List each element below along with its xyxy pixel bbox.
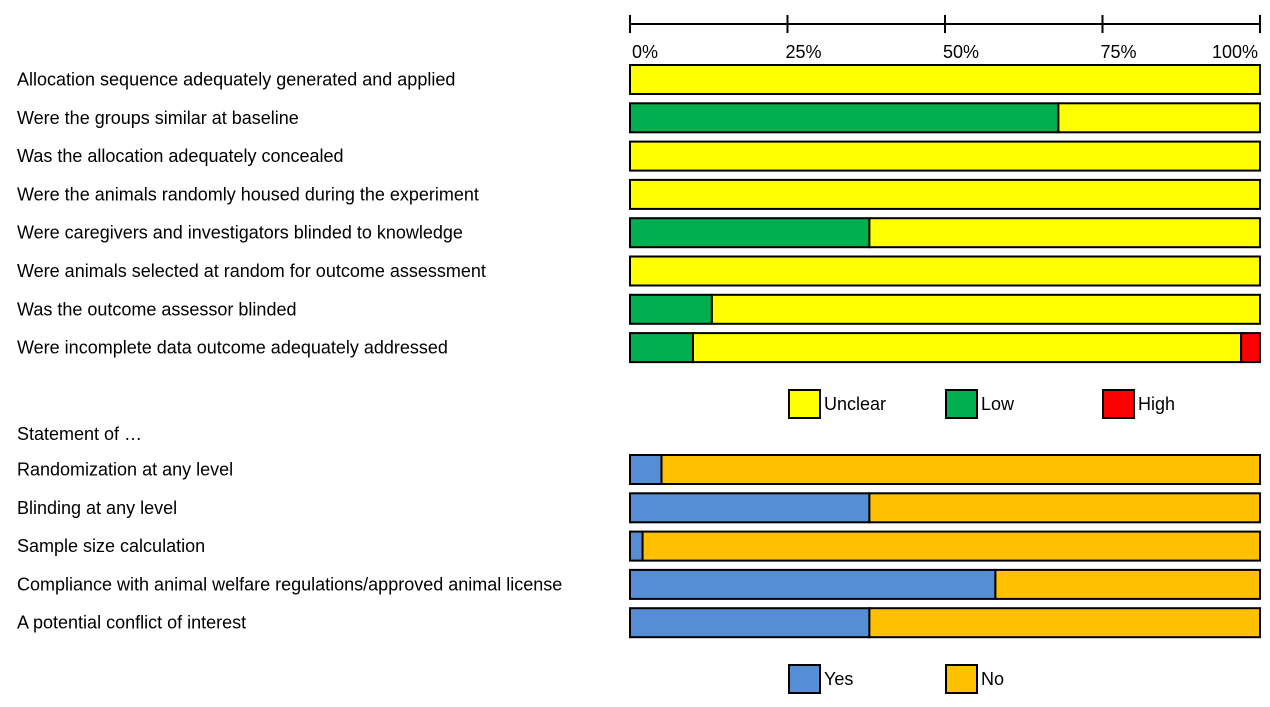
domain-category-label: Was the allocation adequately concealed [17,146,344,166]
domain-bar-unclear [692,332,1243,364]
statement-legend-label: Yes [824,669,853,689]
statement-bar-yes [629,454,663,485]
statement-legend-label: No [981,669,1004,689]
domain-bar-unclear [1057,102,1262,134]
domain-legend-label: Unclear [824,394,886,414]
statement-bar-no [868,492,1262,524]
statement-bar-yes [629,568,997,600]
statement-bar-no [994,568,1262,600]
domain-bar-low [629,293,713,325]
x-tick-label: 100% [1212,42,1258,62]
statement-category-label: Compliance with animal welfare regulatio… [17,574,562,594]
statement-category-label: Sample size calculation [17,536,205,556]
domain-bar-unclear [629,64,1261,95]
domain-bar-unclear [629,140,1261,172]
domain-category-label: Were incomplete data outcome adequately … [17,338,448,358]
domain-bar-high [1240,332,1261,364]
statement-bar-no [868,607,1262,639]
statement-bar-yes [629,530,644,562]
domain-category-label: Were caregivers and investigators blinde… [17,223,463,243]
statement-legend-swatch [788,664,821,694]
x-tick-label: 75% [1101,42,1137,62]
statement-category-label: Randomization at any level [17,460,233,480]
x-tick-label: 50% [943,42,979,62]
domain-category-label: Were animals selected at random for outc… [17,261,486,281]
domain-bar-low [629,332,694,364]
x-tick-label: 25% [786,42,822,62]
statement-category-label: A potential conflict of interest [17,613,246,633]
statement-category-label: Blinding at any level [17,498,177,518]
domain-bar-low [629,102,1060,134]
domain-bar-unclear [868,217,1262,249]
statement-bar-yes [629,607,871,639]
domain-legend-swatch [1102,389,1135,419]
domain-legend-label: Low [981,394,1015,414]
domain-legend-swatch [945,389,978,419]
domain-legend-swatch [788,389,821,419]
statement-bar-no [660,454,1261,485]
domain-bar-low [629,217,871,249]
domain-legend-label: High [1138,394,1175,414]
domain-category-label: Was the outcome assessor blinded [17,299,296,319]
domain-category-label: Were the animals randomly housed during … [17,184,479,204]
statement-bar-yes [629,492,871,524]
x-tick-label: 0% [632,42,658,62]
domain-bar-unclear [629,255,1261,287]
section-heading: Statement of … [17,424,142,444]
domain-bar-unclear [710,293,1261,325]
domain-category-label: Allocation sequence adequately generated… [17,70,455,90]
statement-bar-no [641,530,1261,562]
domain-bar-unclear [629,178,1261,210]
statement-legend-swatch [945,664,978,694]
domain-category-label: Were the groups similar at baseline [17,108,299,128]
